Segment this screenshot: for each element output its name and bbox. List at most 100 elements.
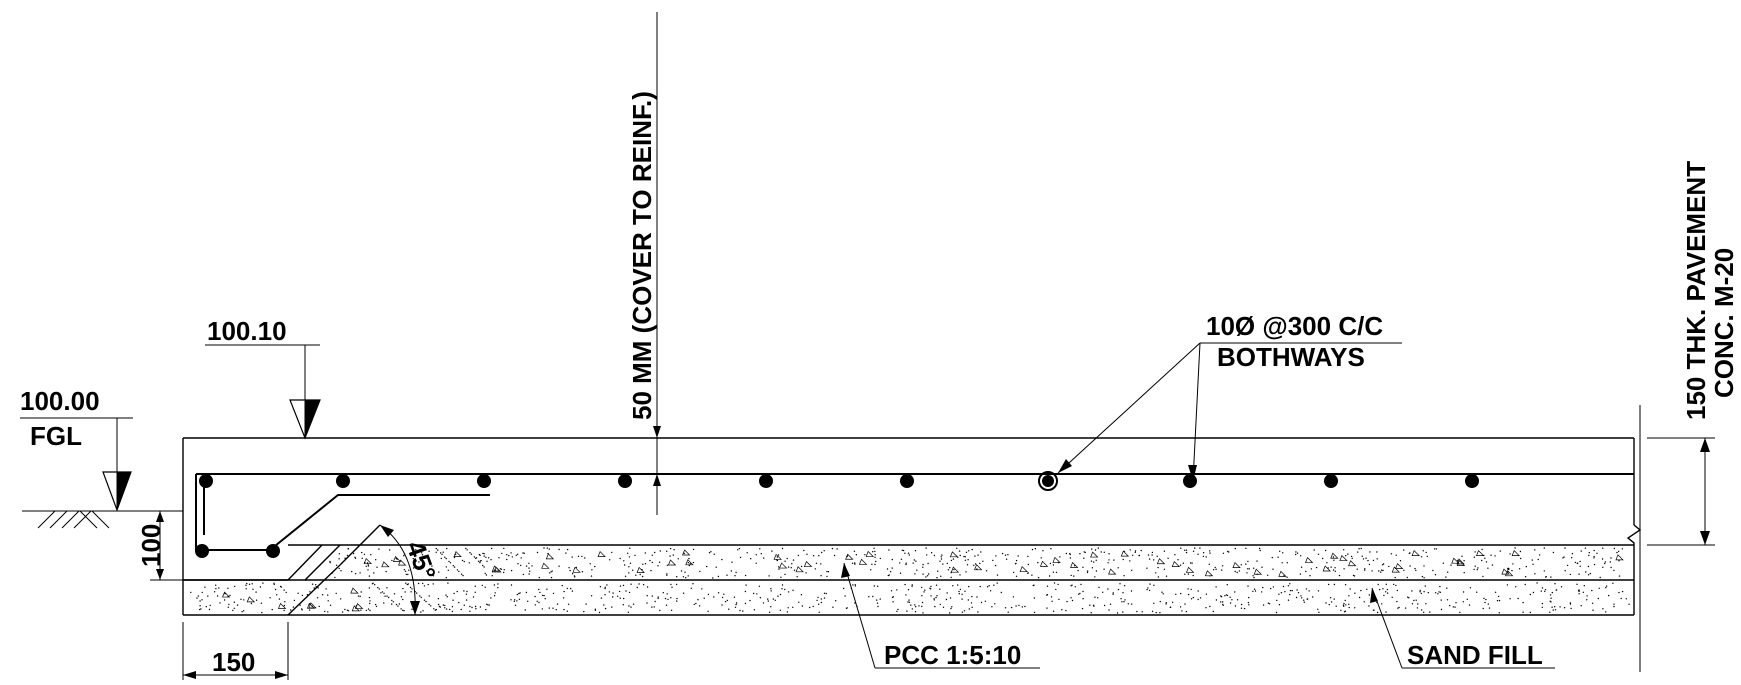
hatch-dot xyxy=(536,551,539,554)
hatch-dot xyxy=(803,549,805,552)
hatch-dot xyxy=(1240,603,1243,606)
hatch-dot xyxy=(1153,559,1155,561)
hatch-dot xyxy=(367,569,369,571)
hatch-dot xyxy=(271,608,273,611)
hatch-dot xyxy=(1107,588,1109,590)
hatch-dot xyxy=(1509,553,1511,555)
hatch-dot xyxy=(1108,609,1110,611)
hatch-dot xyxy=(445,557,447,560)
rebar-bothways-label: BOTHWAYS xyxy=(1217,342,1365,372)
hatch-dot xyxy=(1297,592,1300,594)
hatch-dot xyxy=(873,585,875,587)
hatch-dot xyxy=(566,548,569,551)
hatch-dot xyxy=(1116,612,1119,614)
hatch-dot xyxy=(1591,589,1593,592)
hatch-dot xyxy=(199,608,201,611)
hatch-dot xyxy=(1252,590,1254,593)
hatch-dot xyxy=(1291,590,1293,592)
ground-label: FGL xyxy=(30,421,82,451)
hatch-dot xyxy=(1393,583,1395,586)
hatch-dot xyxy=(1052,610,1055,612)
hatch-dot xyxy=(979,585,981,588)
hatch-dot xyxy=(1287,585,1290,587)
hatch-dot xyxy=(216,595,219,597)
hatch-dot xyxy=(493,595,496,597)
hatch-dot xyxy=(738,547,741,550)
hatch-dot xyxy=(446,547,448,550)
hatch-dot xyxy=(369,602,371,605)
hatch-dot xyxy=(1033,597,1036,599)
hatch-dot xyxy=(523,552,525,554)
hatch-dot xyxy=(758,585,761,587)
hatch-dot xyxy=(274,588,277,591)
hatch-dot xyxy=(940,558,943,560)
sand-label: SAND FILL xyxy=(1407,640,1543,670)
hatch-dot xyxy=(1455,602,1457,604)
hatch-dot xyxy=(1236,571,1238,574)
reinforcement xyxy=(195,471,1634,558)
hatch-dot xyxy=(1425,551,1427,554)
hatch-dot xyxy=(1097,547,1100,549)
hatch-dot xyxy=(232,609,234,612)
hatch-dot xyxy=(1534,549,1536,551)
hatch-dot xyxy=(531,565,533,567)
hatch-dot xyxy=(1494,555,1496,557)
hatch-dot xyxy=(1425,603,1427,605)
hatch-dot xyxy=(363,553,366,556)
hatch-dot xyxy=(676,576,678,578)
hatch-dot xyxy=(749,599,751,602)
hatch-dot xyxy=(528,573,530,575)
hatch-dot xyxy=(1261,566,1263,568)
hatch-dot xyxy=(1199,547,1201,549)
hatch-dot xyxy=(1610,557,1612,559)
hatch-dot xyxy=(958,590,960,593)
hatch-dot xyxy=(378,588,380,590)
hatch-dot xyxy=(915,560,917,562)
hatch-dot xyxy=(930,552,933,554)
hatch-dot xyxy=(1303,601,1306,603)
hatch-aggregate xyxy=(392,556,402,563)
hatch-dot xyxy=(590,595,593,597)
hatch-dot xyxy=(338,553,341,555)
rebar-dot xyxy=(1183,474,1197,488)
hatch-aggregate xyxy=(545,553,555,560)
hatch-dot xyxy=(508,555,510,557)
hatch-dot xyxy=(1545,576,1547,578)
hatch-dot xyxy=(697,599,699,601)
hatch-dot xyxy=(234,585,236,588)
hatch-dot xyxy=(338,558,340,560)
hatch-dot xyxy=(539,591,541,594)
hatch-dot xyxy=(1462,601,1465,603)
hatch-dot xyxy=(365,565,367,567)
hatch-dot xyxy=(879,598,881,600)
hatch-dot xyxy=(1372,559,1375,562)
hatch-dot xyxy=(1284,591,1286,593)
hatch-dot xyxy=(1040,557,1042,559)
hatch-dot xyxy=(369,609,371,612)
hatch-dot xyxy=(1245,547,1247,550)
hatch-dot xyxy=(1245,563,1247,565)
hatch-dot xyxy=(347,610,350,612)
hatch-dot xyxy=(1426,555,1429,558)
hatch-dot xyxy=(899,562,901,564)
hatch-dot xyxy=(1578,593,1580,595)
hatch-dot xyxy=(463,560,465,563)
hatch-dot xyxy=(961,611,964,613)
hatch-dot xyxy=(1258,547,1261,550)
hatch-dot xyxy=(965,551,968,553)
hatch-dot xyxy=(734,575,736,577)
hatch-dot xyxy=(1305,588,1308,590)
hatch-dot xyxy=(968,608,970,610)
hatch-dot xyxy=(1450,564,1452,566)
hatch-dot xyxy=(1439,585,1441,588)
hatch-aggregate xyxy=(667,559,677,566)
hatch-dot xyxy=(1598,587,1600,589)
hatch-dot xyxy=(1165,602,1167,604)
hatch-aggregate xyxy=(1456,558,1465,565)
hatch-dot xyxy=(1253,588,1256,590)
hatch-dot xyxy=(927,573,930,575)
hatch-dot xyxy=(255,599,258,601)
hatch-dot xyxy=(959,554,961,557)
hatch-dot xyxy=(488,557,490,559)
hatch-dot xyxy=(654,551,656,554)
